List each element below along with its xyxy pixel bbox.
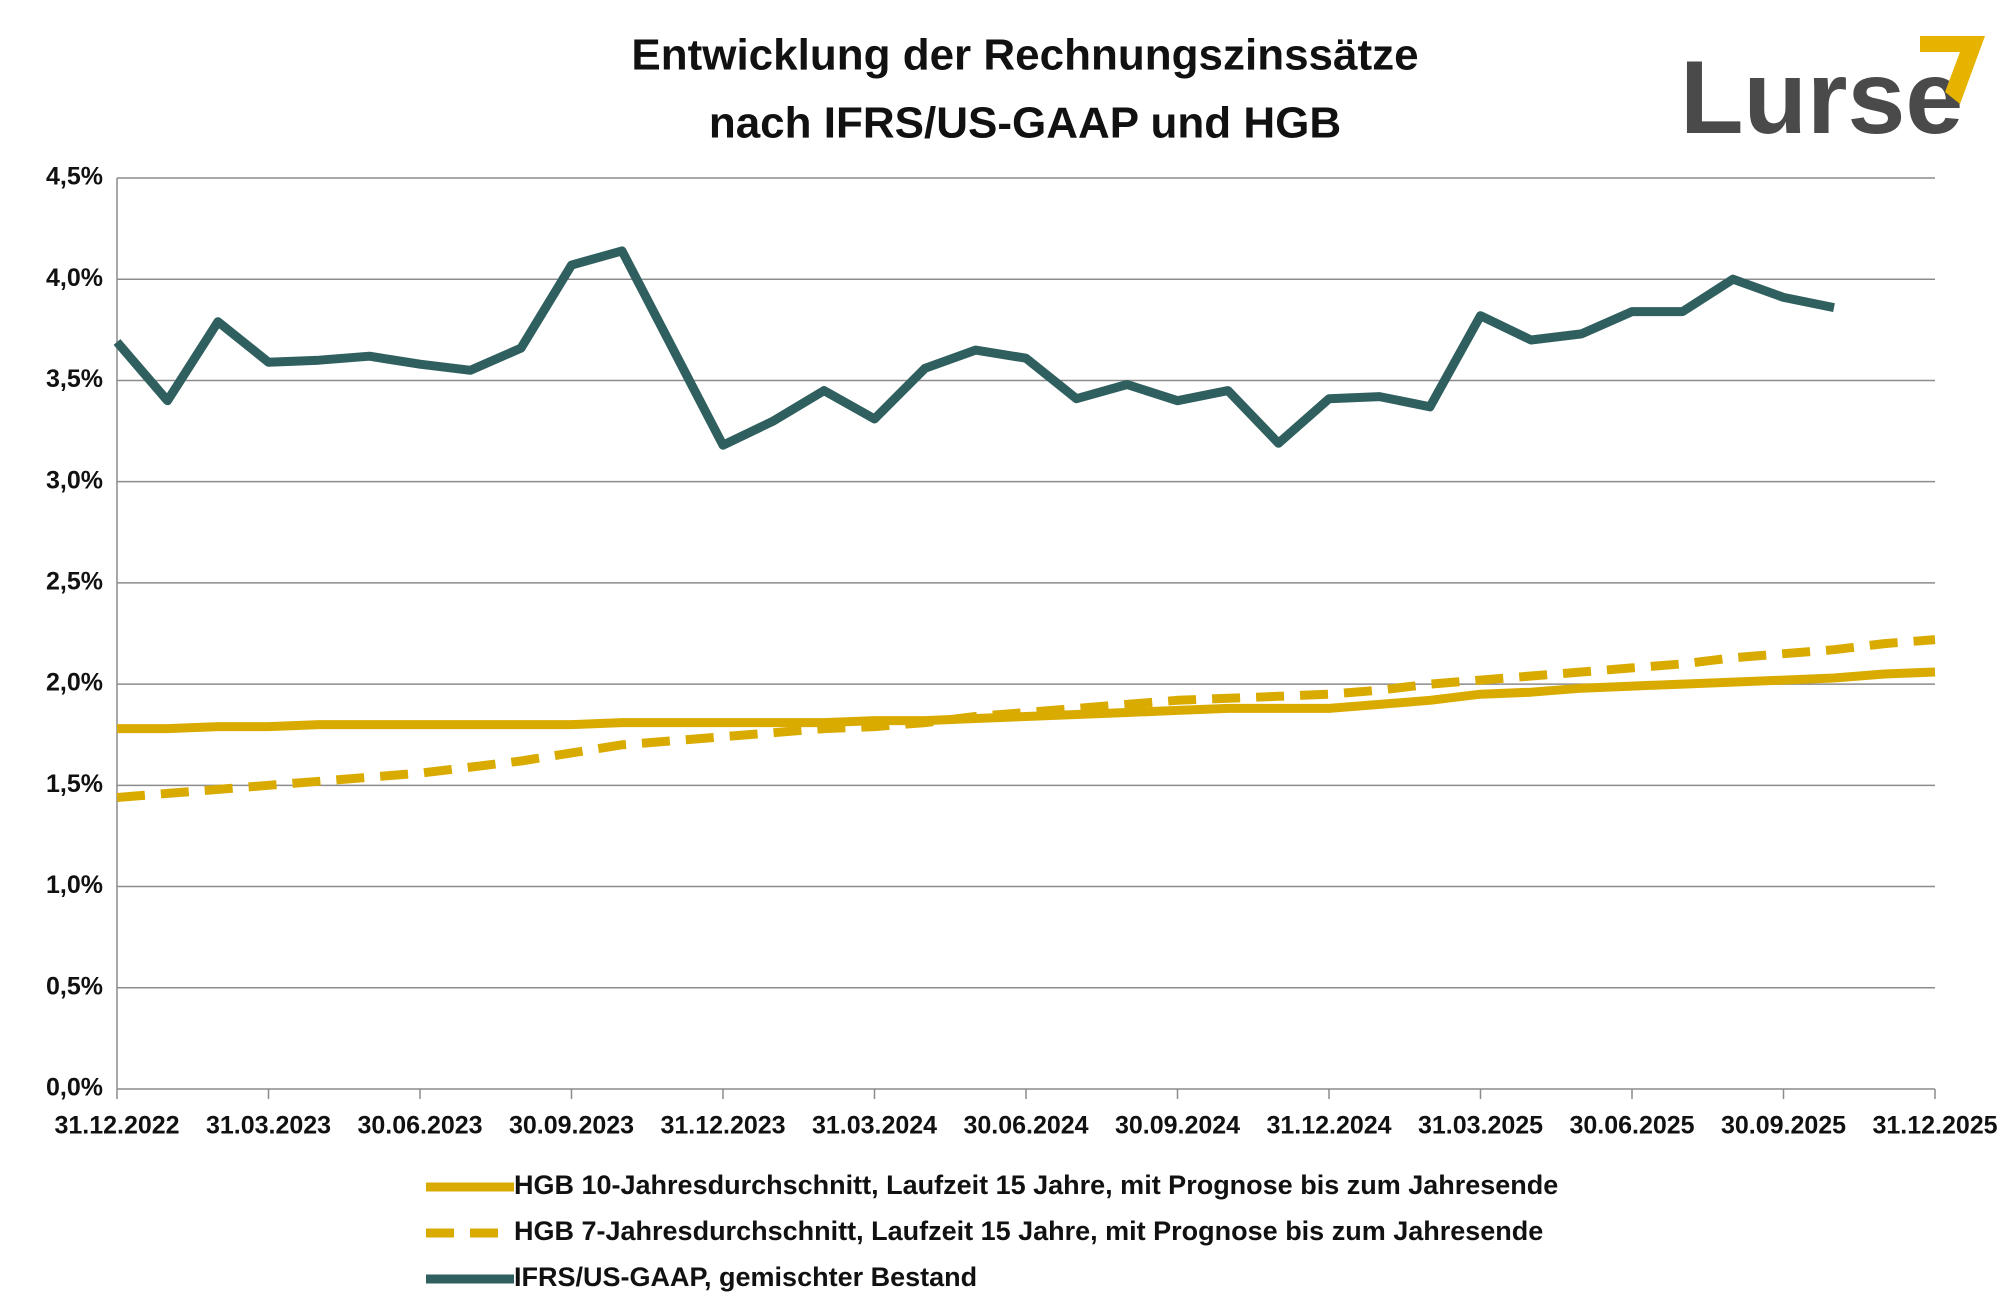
x-tick-label: 31.12.2025 bbox=[1872, 1112, 1997, 1140]
legend-label: HGB 7-Jahresdurchschnitt, Laufzeit 15 Ja… bbox=[514, 1216, 1543, 1246]
legend-label: IFRS/US-GAAP, gemischter Bestand bbox=[514, 1262, 977, 1292]
logo: Lurse bbox=[1680, 40, 1963, 156]
y-tick-label: 0,0% bbox=[46, 1074, 103, 1102]
x-tick-label: 30.06.2023 bbox=[357, 1112, 482, 1140]
x-tick-label: 30.06.2025 bbox=[1569, 1112, 1694, 1140]
x-tick-label: 30.09.2024 bbox=[1115, 1112, 1240, 1140]
x-tick-label: 31.03.2023 bbox=[206, 1112, 331, 1140]
x-tick-label: 31.03.2025 bbox=[1418, 1112, 1543, 1140]
series-line bbox=[113, 246, 1835, 450]
series-line bbox=[117, 667, 1936, 734]
y-tick-label: 3,0% bbox=[46, 466, 103, 494]
x-tick-label: 31.03.2024 bbox=[812, 1112, 937, 1140]
y-tick-label: 3,5% bbox=[46, 365, 103, 393]
x-tick-label: 31.12.2022 bbox=[54, 1112, 179, 1140]
y-tick-label: 4,5% bbox=[46, 163, 103, 191]
y-tick-label: 0,5% bbox=[46, 972, 103, 1000]
y-tick-label: 2,5% bbox=[46, 567, 103, 595]
chart-title: Entwicklung der Rechnungszinssätze bbox=[631, 31, 1418, 80]
x-tick-label: 31.12.2023 bbox=[660, 1112, 785, 1140]
x-tick-label: 30.06.2024 bbox=[963, 1112, 1088, 1140]
legend-label: HGB 10-Jahresdurchschnitt, Laufzeit 15 J… bbox=[514, 1170, 1558, 1200]
y-tick-label: 1,0% bbox=[46, 871, 103, 899]
series-line bbox=[116, 635, 1936, 802]
x-tick-label: 31.12.2024 bbox=[1266, 1112, 1391, 1140]
y-tick-label: 4,0% bbox=[46, 264, 103, 292]
y-tick-label: 2,0% bbox=[46, 669, 103, 697]
chart-title: nach IFRS/US-GAAP und HGB bbox=[709, 99, 1341, 148]
logo-mark bbox=[1920, 36, 1985, 104]
x-tick-label: 30.09.2023 bbox=[509, 1112, 634, 1140]
x-tick-label: 30.09.2025 bbox=[1721, 1112, 1846, 1140]
y-tick-label: 1,5% bbox=[46, 770, 103, 798]
